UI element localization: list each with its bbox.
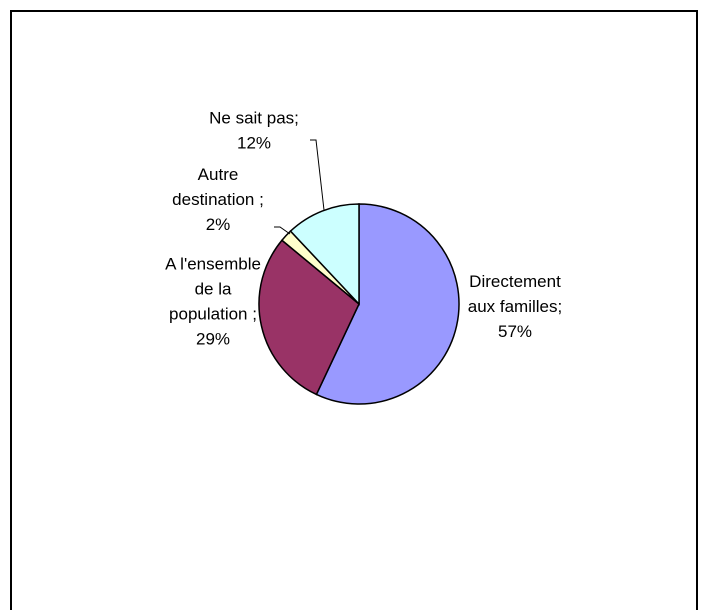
- leader-line: [310, 139, 325, 211]
- pie-slice: [258, 239, 360, 396]
- pie-slice: [315, 203, 460, 405]
- slice-label: Ne sait pas; 12%: [209, 109, 299, 153]
- slice-label: A l'ensemble de la population ; 29%: [165, 255, 261, 349]
- slice-label: Autre destination ; 2%: [172, 165, 264, 234]
- pie-slice: [289, 203, 360, 306]
- leader-line: [274, 226, 291, 235]
- slice-label: Directement aux familles; 57%: [468, 272, 562, 341]
